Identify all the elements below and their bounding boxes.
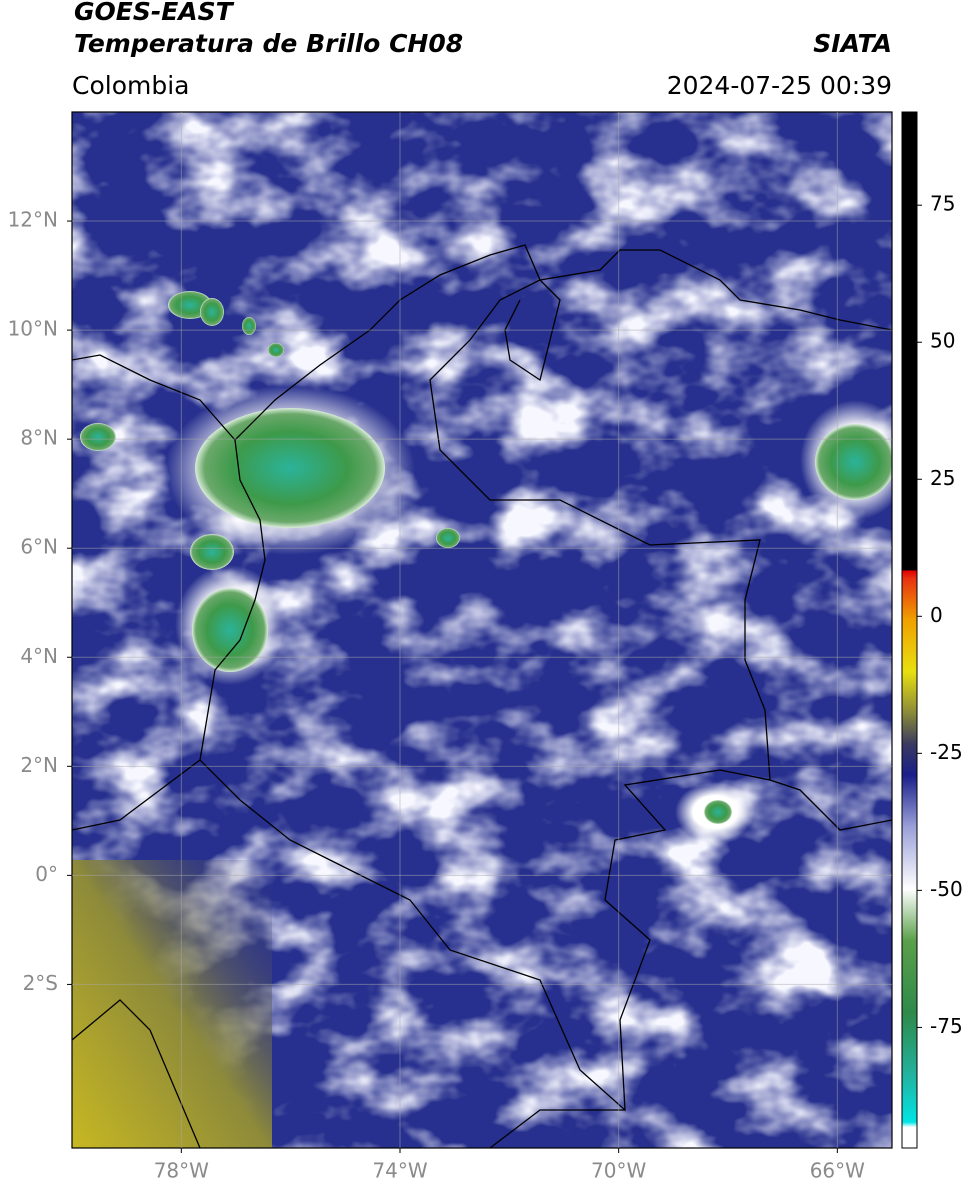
warm-area <box>72 860 272 1148</box>
region: Colombia <box>72 71 189 100</box>
map-frame <box>71 111 893 1149</box>
colorbar-tick-label: -50 <box>930 877 963 901</box>
colorbar-tick-label: 0 <box>930 603 943 627</box>
y-tick-label: 2°S <box>23 971 58 995</box>
convective-cells <box>80 291 892 842</box>
x-tick-label: 70°W <box>591 1159 646 1183</box>
satellite-image <box>72 112 892 1148</box>
timestamp: 2024-07-25 00:39 <box>667 71 892 100</box>
y-tick-label: 12°N <box>8 208 58 232</box>
colorbar-tick-label: 75 <box>930 192 955 216</box>
y-tick-label: 6°N <box>20 535 58 559</box>
colorbar-tick-label: 50 <box>930 329 955 353</box>
x-tick-label: 66°W <box>810 1159 865 1183</box>
organization: SIATA <box>813 29 892 58</box>
x-tick-label: 74°W <box>372 1159 427 1183</box>
y-tick-label: 2°N <box>20 753 58 777</box>
title-line2: Temperatura de Brillo CH08 <box>74 29 463 58</box>
colorbar-tick-label: -75 <box>930 1014 963 1038</box>
colorbar <box>901 111 918 1149</box>
y-tick-label: 4°N <box>20 644 58 668</box>
y-tick-label: 0° <box>35 862 58 886</box>
colorbar-tick-label: -25 <box>930 740 963 764</box>
colorbar-tick-label: 25 <box>930 466 955 490</box>
y-tick-label: 10°N <box>8 317 58 341</box>
borders <box>72 244 892 1148</box>
y-tick-label: 8°N <box>20 426 58 450</box>
title-line1: GOES-EAST <box>74 0 235 26</box>
x-tick-label: 78°W <box>154 1159 209 1183</box>
